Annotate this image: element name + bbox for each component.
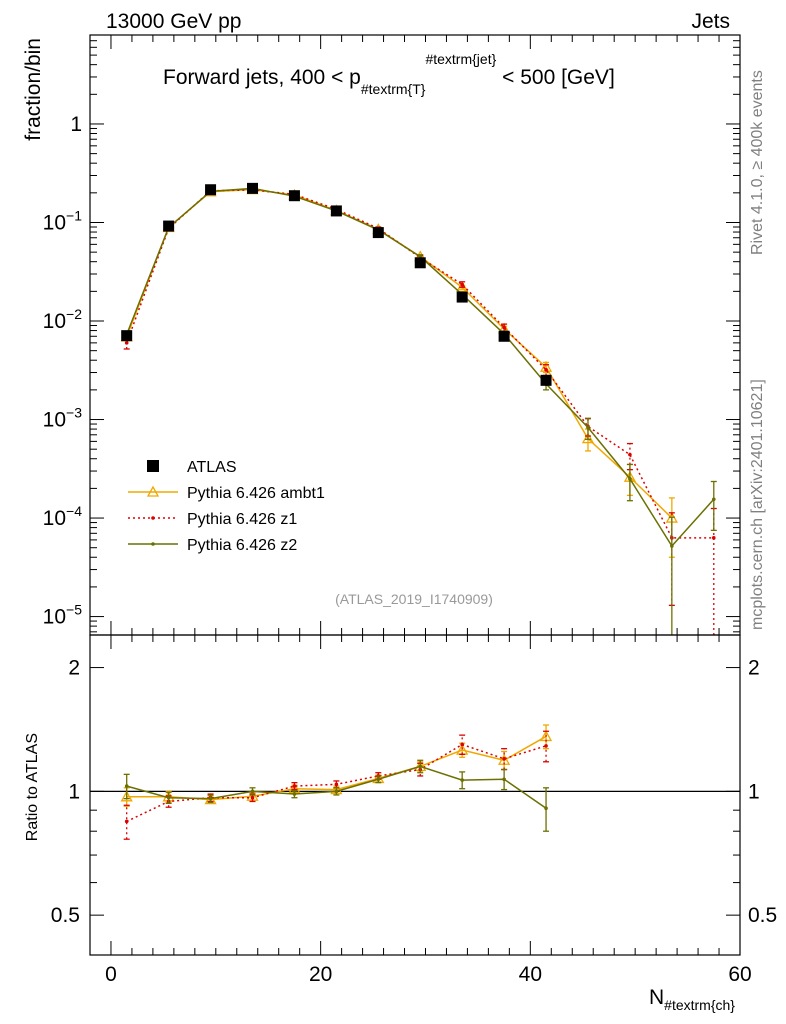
data-point	[330, 205, 342, 217]
ratio-marker	[120, 790, 133, 802]
legend: ATLAS Pythia 6.426 ambt1 Pythia 6.426 z1 Py…	[128, 459, 325, 554]
y-tick-label: 1	[70, 113, 82, 136]
y-tick-label: 10−1	[43, 207, 83, 234]
ratio-marker	[166, 795, 171, 800]
ratio-marker	[460, 742, 464, 747]
series-marker	[628, 452, 632, 457]
series-marker	[502, 325, 506, 330]
ratio-y-tick-label-right: 2	[748, 657, 760, 680]
data-point	[288, 190, 300, 202]
x-tick-label: 60	[728, 963, 751, 986]
ratio-marker	[124, 819, 129, 824]
legend-label: ATLAS	[187, 459, 237, 476]
analysis-id: (ATLAS_2019_I1740909)	[335, 591, 493, 607]
ratio-marker	[502, 777, 506, 782]
ratio-marker	[208, 796, 213, 801]
ratio-marker	[376, 777, 381, 782]
data-point	[456, 291, 468, 303]
series-marker	[581, 432, 595, 444]
x-axis-title: N#textrm{ch}	[649, 986, 735, 1013]
y-tick-label: 10−5	[43, 602, 83, 629]
chart-title: Forward jets, 400 < p#textrm{T}#textrm{j…	[163, 51, 615, 97]
ratio-marker	[334, 789, 339, 794]
data-point	[498, 330, 510, 342]
series-marker	[460, 282, 464, 287]
data-point	[163, 220, 175, 232]
series-marker	[711, 497, 716, 502]
series-marker	[544, 367, 548, 372]
series-marker	[586, 425, 590, 430]
ratio-y-tick-label-right: 0.5	[748, 904, 777, 927]
y-tick-label: 10−2	[43, 306, 83, 333]
ratio-marker	[292, 784, 297, 788]
legend-marker	[146, 485, 160, 497]
legend-marker	[151, 516, 155, 520]
data-point	[205, 184, 217, 196]
ratio-marker	[544, 806, 548, 810]
ratio-marker	[544, 744, 548, 748]
data-point	[414, 257, 426, 269]
series-marker	[670, 544, 674, 548]
series-marker	[628, 477, 632, 481]
data-point	[121, 330, 133, 342]
data-point	[372, 227, 384, 239]
data-point	[540, 374, 552, 386]
ratio-marker	[124, 784, 129, 788]
energy-label: 13000 GeV pp	[106, 10, 241, 33]
ratio-marker	[502, 756, 506, 761]
ratio-frame	[89, 634, 741, 956]
y-tick-label: 10−3	[43, 405, 83, 432]
main-ylabel: fraction/bin	[22, 38, 45, 141]
main-panel: 1 10−1 10−2 10−3 10−4 10−5	[43, 34, 741, 649]
ratio-marker	[292, 792, 297, 796]
ratio-marker	[460, 778, 464, 782]
ratio-marker	[418, 764, 423, 769]
legend-label: Pythia 6.426 z2	[187, 537, 297, 554]
category-label: Jets	[691, 10, 730, 33]
x-tick-label: 40	[519, 963, 542, 986]
data-point	[247, 182, 258, 194]
ratio-y-tick-label-right: 1	[748, 780, 760, 803]
ratio-panel: 0 20 40 60 0.5 0.5 1 1 2 2	[51, 657, 777, 986]
x-tick-label: 20	[309, 963, 332, 986]
ratio-marker	[250, 789, 255, 794]
legend-marker	[151, 542, 155, 546]
ratio-y-tick-label: 0.5	[51, 904, 80, 927]
ratio-y-tick-label: 1	[68, 780, 80, 803]
y-tick-label: 10−4	[43, 503, 83, 530]
legend-label: Pythia 6.426 z1	[187, 511, 297, 528]
ratio-ylabel: Ratio to ATLAS	[24, 733, 41, 841]
series-marker	[124, 341, 129, 345]
rivet-version-label: Rivet 4.1.0, ≥ 400k events	[749, 70, 766, 255]
series-marker	[711, 536, 716, 540]
ratio-marker	[250, 795, 255, 800]
ratio-y-tick-label: 2	[68, 657, 80, 680]
legend-marker-atlas	[147, 460, 159, 472]
legend-label: Pythia 6.426 ambt1	[187, 485, 325, 502]
ratio-marker	[334, 782, 339, 787]
mcplots-label: mcplots.cern.ch [arXiv:2401.10621]	[749, 379, 766, 630]
x-tick-label: 0	[105, 963, 117, 986]
